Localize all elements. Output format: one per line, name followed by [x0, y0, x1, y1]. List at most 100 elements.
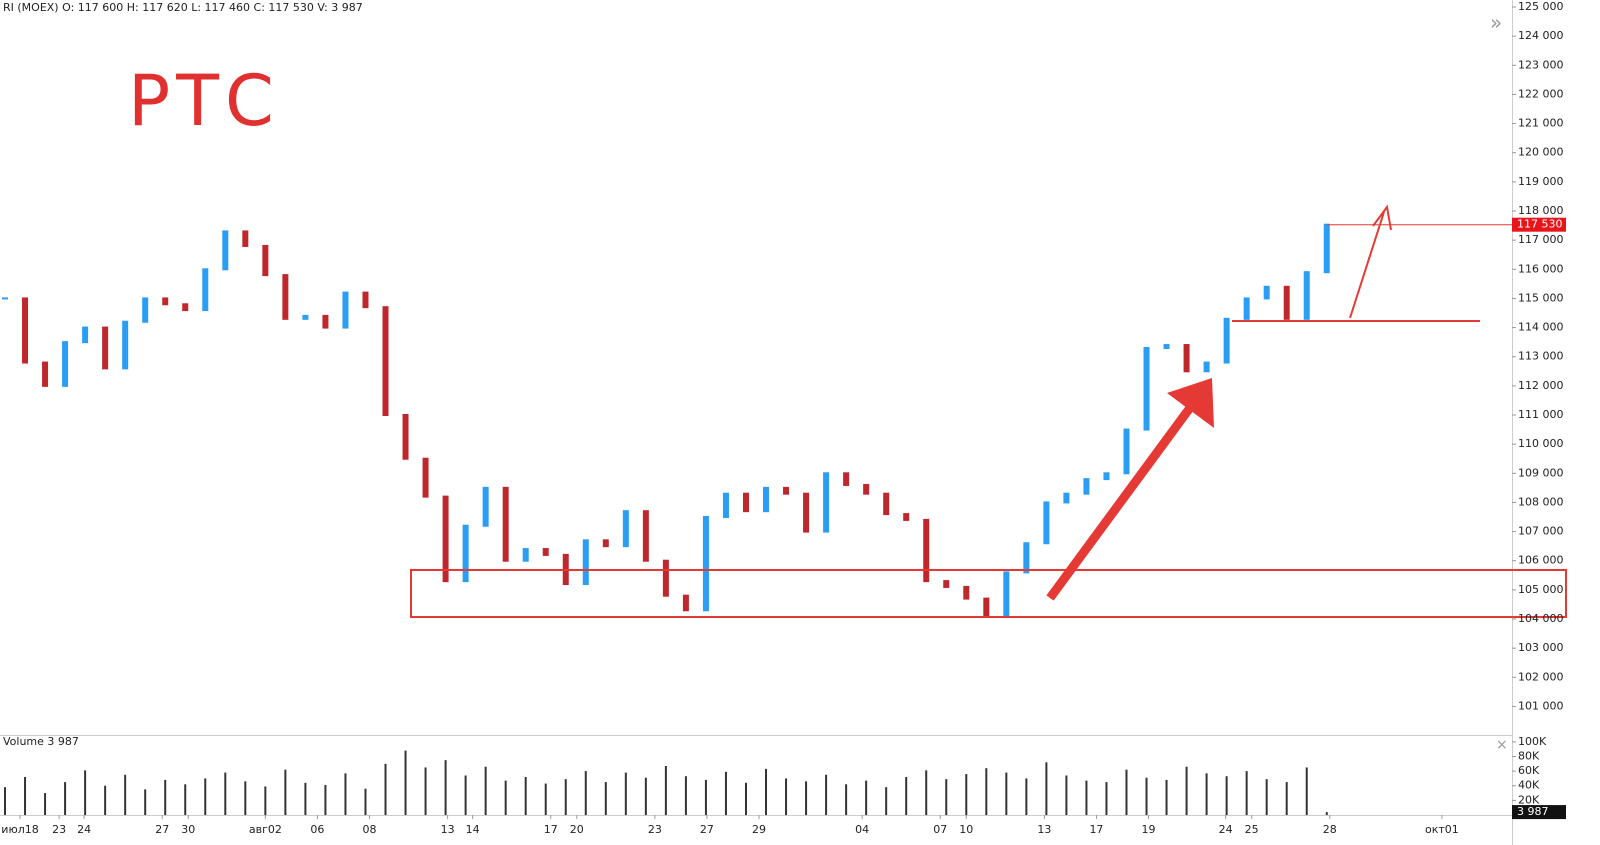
candle: [362, 291, 369, 309]
volume-bar: [865, 780, 868, 815]
volume-bar: [244, 781, 247, 815]
volume-bar: [224, 772, 227, 815]
y-tick-label: 111 000: [1518, 408, 1564, 421]
candle: [422, 457, 429, 498]
volume-bar: [664, 765, 667, 815]
y-tick-label: 101 000: [1518, 699, 1564, 712]
candle: [923, 518, 930, 583]
candle: [42, 361, 49, 387]
candle: [142, 297, 149, 323]
candle: [1083, 478, 1090, 495]
candle: [542, 548, 549, 556]
candle: [1223, 317, 1230, 364]
x-tick-label: 06: [310, 823, 324, 836]
header: RI (MOEX) O: 117 600 H: 117 620 L: 117 4…: [3, 1, 363, 14]
support-box: [410, 569, 1567, 618]
candle: [482, 486, 489, 527]
volume-bar: [1225, 776, 1228, 815]
x-tick-label: 28: [1323, 823, 1337, 836]
small-arrow-head: [1372, 204, 1392, 231]
candle: [602, 539, 609, 548]
volume-bar: [724, 771, 727, 815]
candle: [722, 492, 729, 519]
volume-bar: [64, 782, 67, 815]
candle: [122, 320, 129, 370]
x-tick-label: окт01: [1425, 823, 1459, 836]
volume-bar: [324, 785, 327, 815]
volume-bar: [985, 768, 988, 815]
x-tick-label: 27: [700, 823, 714, 836]
volume-bar: [704, 779, 707, 815]
collapse-icon[interactable]: »: [1490, 11, 1502, 35]
close-icon[interactable]: ×: [1496, 737, 1508, 753]
y-tick-label: 116 000: [1518, 262, 1564, 275]
candle: [843, 472, 850, 486]
volume-bar: [444, 760, 447, 815]
candle: [1023, 542, 1030, 574]
x-tick-label: 10: [959, 823, 973, 836]
y-tick-label: 121 000: [1518, 117, 1564, 130]
volume-bar: [504, 780, 507, 815]
candle: [462, 524, 469, 583]
candle: [863, 483, 870, 495]
big-arrow: [1046, 402, 1196, 601]
candle: [382, 306, 389, 417]
volume-bar: [785, 778, 788, 815]
volume-bar: [1165, 779, 1168, 815]
candle: [763, 486, 770, 513]
y-tick-label: 112 000: [1518, 379, 1564, 392]
last-price-label: 117 530: [1517, 218, 1563, 231]
volume-bar: [464, 775, 467, 815]
volume-bar: [144, 789, 147, 815]
volume-bar: [965, 774, 968, 815]
volume-bar: [1205, 773, 1208, 815]
x-tick-label: 08: [362, 823, 376, 836]
y-tick-label: 105 000: [1518, 583, 1564, 596]
candle: [62, 341, 69, 387]
candle: [402, 414, 409, 460]
volume-tick-label: 60K: [1518, 764, 1540, 777]
candle: [1243, 297, 1250, 320]
candle: [582, 539, 589, 586]
x-tick-label: 04: [855, 823, 869, 836]
volume-bar: [84, 770, 87, 815]
big-arrow-head: [1167, 378, 1214, 428]
drawings: [410, 204, 1567, 618]
volume-bar: [845, 784, 848, 815]
volume-bar: [604, 782, 607, 815]
candle: [662, 559, 669, 597]
x-tick-label: 27: [155, 823, 169, 836]
x-tick-label: 29: [752, 823, 766, 836]
volume-bar: [264, 786, 267, 815]
x-tick-label: 30: [181, 823, 195, 836]
y-tick-label: 113 000: [1518, 350, 1564, 363]
y-tick-label: 110 000: [1518, 437, 1564, 450]
volume-bar: [364, 788, 367, 815]
candle: [242, 230, 249, 247]
volume-bar: [765, 768, 768, 815]
volume-bar: [1145, 777, 1148, 815]
volume-bar: [24, 776, 27, 815]
volume-bar: [284, 769, 287, 815]
volume-bar: [404, 750, 407, 815]
candle: [162, 297, 169, 306]
volume-tick-label: 20K: [1518, 793, 1540, 806]
candle: [82, 326, 89, 344]
last-price-tag: [1512, 217, 1566, 232]
volume-bar: [644, 777, 647, 815]
candle: [783, 486, 790, 495]
volume-bar: [104, 785, 107, 815]
y-tick-label: 102 000: [1518, 670, 1564, 683]
candle: [883, 492, 890, 516]
volume-bar: [304, 782, 307, 815]
y-tick-label: 118 000: [1518, 204, 1564, 217]
volume-bar: [424, 767, 427, 815]
candle: [202, 268, 209, 312]
x-tick-label: 07: [933, 823, 947, 836]
candle: [1303, 271, 1310, 320]
y-tick-label: 124 000: [1518, 29, 1564, 42]
y-tick-label: 107 000: [1518, 525, 1564, 538]
candle: [1163, 344, 1170, 349]
candle: [642, 510, 649, 562]
x-tick-label: авг02: [249, 823, 282, 836]
